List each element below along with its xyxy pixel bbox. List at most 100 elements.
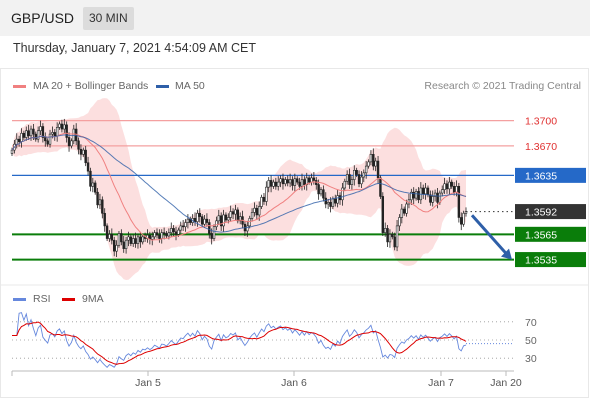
candle-down <box>312 177 316 181</box>
candle-down <box>174 231 178 235</box>
candle-down <box>120 233 123 243</box>
candle-down <box>391 234 394 238</box>
candle-down <box>22 132 26 138</box>
candle-up <box>186 218 190 223</box>
candle-down <box>84 149 87 164</box>
candle-up <box>433 192 437 197</box>
candle-down <box>372 154 375 167</box>
candle-up <box>464 211 468 214</box>
legend-ma50: MA 50 <box>156 80 205 92</box>
candle-up <box>246 225 249 232</box>
candle-down <box>298 181 301 187</box>
candle-up <box>222 214 225 227</box>
candle-up <box>341 187 344 201</box>
candle-up <box>272 181 275 187</box>
candle-down <box>422 187 425 195</box>
candle-down <box>46 140 49 145</box>
candle-up <box>448 181 451 190</box>
candle-up <box>91 182 95 187</box>
candle-down <box>381 196 385 233</box>
candle-up <box>39 126 42 132</box>
level-label-support: 1.3535 <box>525 255 557 267</box>
forecast-arrow-head <box>501 248 512 260</box>
level-label-bg <box>515 226 586 242</box>
candle-down <box>274 181 278 187</box>
candle-down <box>96 191 99 206</box>
candle-up <box>160 232 163 239</box>
ma20-line <box>11 132 467 241</box>
candle-down <box>329 202 332 207</box>
x-tick-label: Jan 5 <box>135 377 161 389</box>
candle-down <box>181 225 185 228</box>
candle-down <box>231 211 235 215</box>
candle-down <box>134 238 137 244</box>
candle-up <box>441 189 444 194</box>
candle-down <box>317 184 320 195</box>
candle-up <box>265 186 268 202</box>
chart-datetime: Thursday, January 7, 2021 4:54:09 AM CET <box>13 41 256 55</box>
candle-up <box>153 232 156 238</box>
candle-up <box>20 132 23 142</box>
candle-up <box>284 179 287 185</box>
candle-up <box>300 179 304 187</box>
candle-up <box>369 154 373 163</box>
candle-down <box>41 126 45 138</box>
level-label-bg <box>515 167 586 183</box>
candle-up <box>395 225 399 248</box>
legend-rsi-swatch <box>13 298 26 301</box>
candle-up <box>10 149 14 154</box>
level-label-support: 1.3565 <box>525 229 557 241</box>
candle-down <box>322 189 325 199</box>
candle-up <box>132 238 135 244</box>
candle-up <box>405 203 408 214</box>
candle-down <box>101 199 104 214</box>
candle-up <box>353 170 356 180</box>
candle-down <box>198 212 201 217</box>
ma50-line <box>11 134 467 233</box>
candle-down <box>158 234 161 239</box>
legend-rsi: RSI <box>13 293 51 305</box>
candle-down <box>67 137 71 147</box>
candle-down <box>348 174 351 185</box>
candle-up <box>250 212 254 219</box>
candle-up <box>288 179 292 184</box>
candle-down <box>450 181 453 187</box>
bollinger-band <box>12 98 466 280</box>
timeframe-button[interactable]: 30 MIN <box>83 7 134 30</box>
candle-up <box>293 178 297 186</box>
candle-down <box>436 192 439 203</box>
candle-down <box>129 236 133 244</box>
candle-down <box>355 170 358 175</box>
candle-up <box>29 128 33 137</box>
candle-down <box>139 236 142 243</box>
candle-down <box>236 209 240 222</box>
candles <box>10 118 468 258</box>
candle-down <box>200 216 204 225</box>
candle-up <box>55 127 59 137</box>
candle-up <box>364 165 368 174</box>
candle-down <box>86 162 90 172</box>
candle-up <box>310 177 313 183</box>
candle-down <box>205 218 209 223</box>
candle-up <box>127 236 130 241</box>
candle-down <box>291 179 294 186</box>
candle-down <box>426 187 430 196</box>
candle-up <box>170 228 173 233</box>
candle-up <box>398 217 401 227</box>
candle-down <box>113 239 116 252</box>
candle-up <box>58 123 61 128</box>
candle-down <box>393 236 396 248</box>
candle-up <box>350 179 354 185</box>
candle-down <box>357 174 361 185</box>
candle-up <box>212 226 216 239</box>
candle-down <box>17 138 21 142</box>
candle-down <box>208 222 211 234</box>
candle-down <box>286 179 289 184</box>
candle-up <box>115 244 118 252</box>
level-label-resistance: 1.3700 <box>525 116 557 128</box>
candle-down <box>429 194 432 203</box>
candle-down <box>219 215 223 227</box>
candle-up <box>217 215 220 222</box>
candle-up <box>362 172 365 178</box>
